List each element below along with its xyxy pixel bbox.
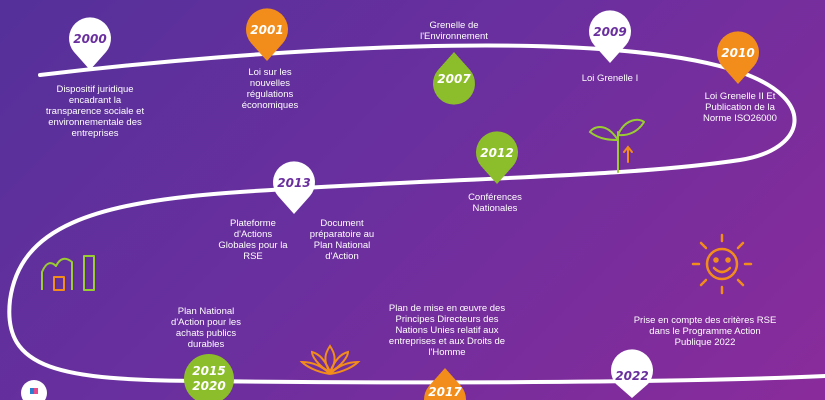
milestone-2007-text: Grenelle de l'Environnement — [420, 20, 488, 42]
pin-2013: 2013 — [273, 161, 315, 214]
milestone-2001-text: Loi sur les nouvelles régulations économ… — [241, 67, 299, 111]
pin-2001: 2001 — [245, 8, 288, 61]
milestone-2013-text-b: Document préparatoire au Plan National d… — [309, 218, 375, 262]
year-label: 2022 — [615, 369, 648, 383]
pin-2017: 2017 — [424, 368, 466, 400]
pin-2010: 2010 — [717, 31, 760, 84]
timeline-path — [7, 43, 825, 385]
milestone-2000-text: Dispositif juridique encadrant la transp… — [45, 84, 145, 139]
logo-mark — [21, 380, 47, 400]
bar-chart-icon — [41, 255, 95, 291]
year-label: 2020 — [192, 379, 225, 393]
sprout-icon — [588, 118, 646, 173]
milestone-2022-text: Prise en compte des critères RSE dans le… — [633, 315, 777, 348]
pin-2009: 2009 — [588, 10, 631, 63]
year-label: 2009 — [593, 25, 626, 39]
pin-2012: 2012 — [476, 131, 518, 184]
pin-2000: 2000 — [69, 17, 111, 70]
year-label: 2015 — [192, 364, 225, 378]
year-label: 2013 — [277, 176, 310, 190]
year-label: 2012 — [480, 146, 513, 160]
milestone-2012-text: Conférences Nationales — [468, 192, 522, 214]
milestone-2009-text: Loi Grenelle I — [581, 73, 639, 84]
pin-2022: 2022 — [610, 349, 653, 398]
year-label: 2001 — [250, 23, 283, 37]
milestone-2013-text-a: Plateforme d'Actions Globales pour la RS… — [218, 218, 288, 262]
pin-2015-2020: 2015 2020 — [184, 354, 234, 400]
milestone-2015-2020-text: Plan National d'Action pour les achats p… — [171, 306, 241, 350]
milestone-2010-text: Loi Grenelle II Et Publication de la Nor… — [703, 91, 777, 124]
milestone-2017-text: Plan de mise en œuvre des Principes Dire… — [388, 303, 506, 358]
pin-2007: 2007 — [433, 52, 475, 105]
lotus-icon — [299, 344, 361, 375]
year-label: 2000 — [73, 32, 106, 46]
year-label: 2007 — [437, 72, 471, 86]
year-label: 2017 — [428, 385, 462, 399]
year-label: 2010 — [721, 46, 754, 60]
smiling-sun-icon — [691, 233, 753, 295]
